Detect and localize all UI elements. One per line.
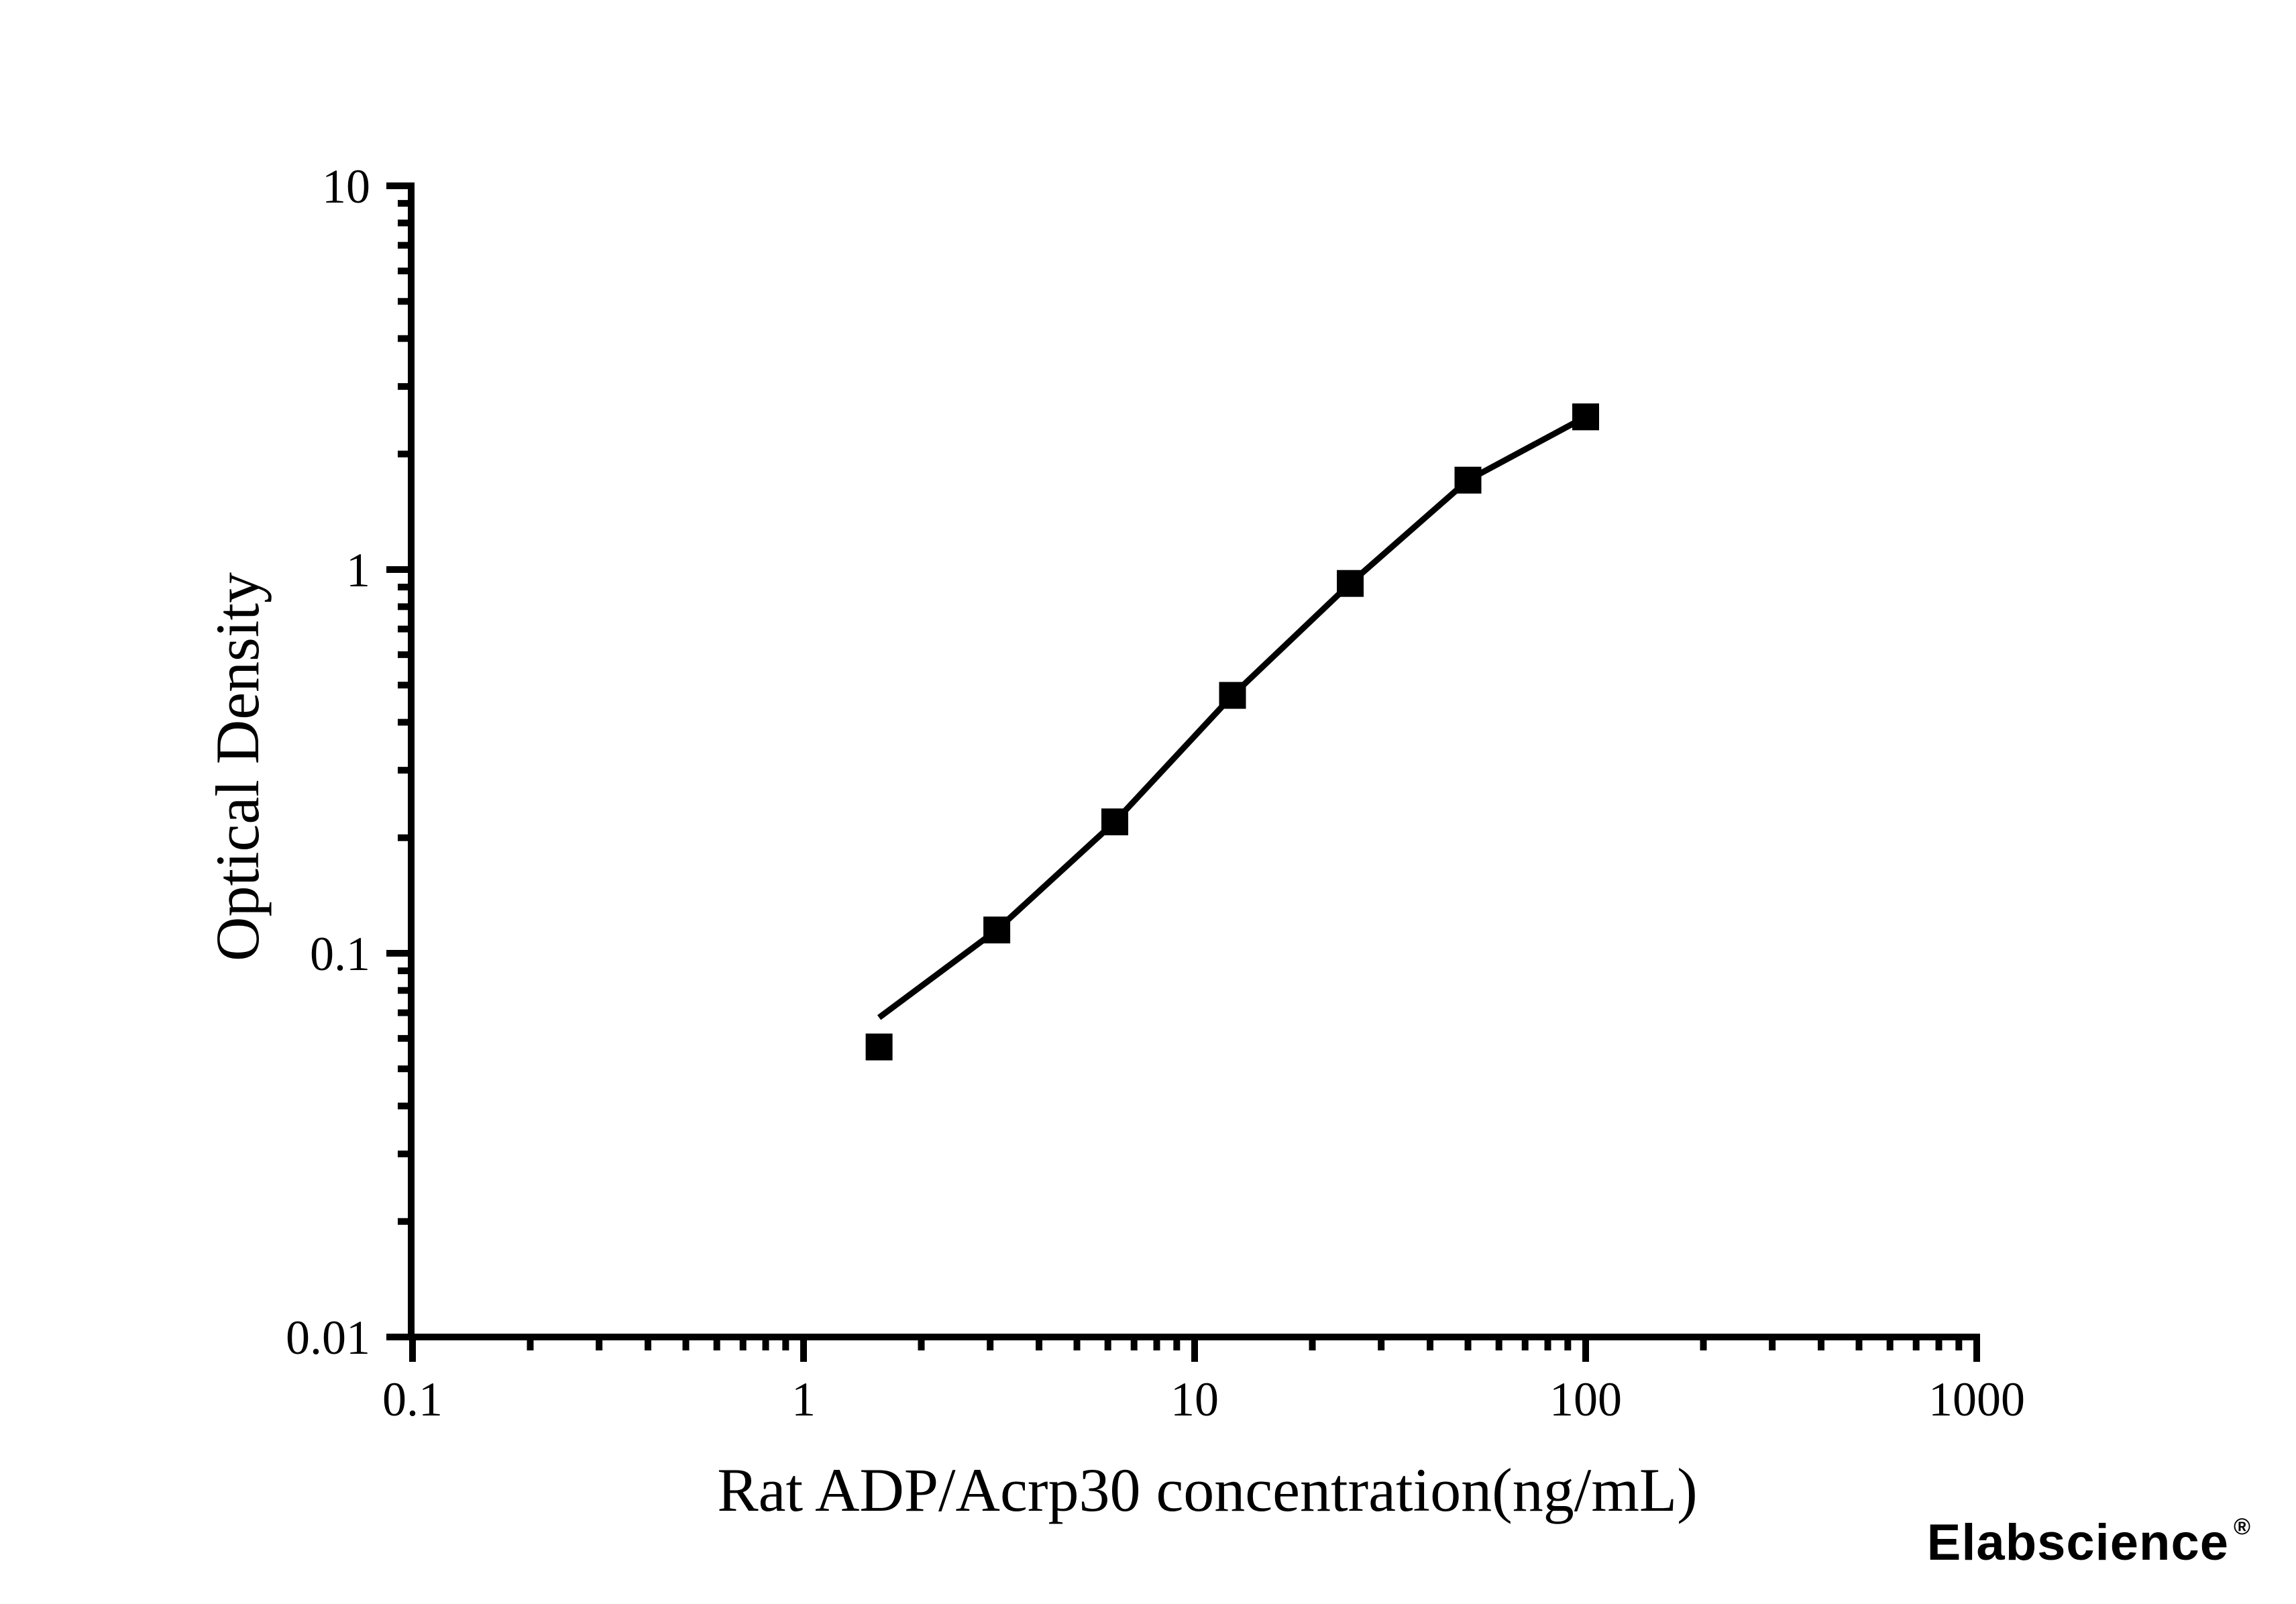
- watermark-registered-icon: ®: [2234, 1514, 2250, 1540]
- data-point-marker: [1454, 466, 1482, 494]
- watermark-text: Elabscience: [1927, 1514, 2229, 1571]
- y-axis-title: Optical Density: [203, 572, 272, 961]
- x-tick-label: 1000: [1928, 1373, 2025, 1426]
- x-tick-label: 100: [1549, 1373, 1622, 1426]
- data-point-markers: [865, 403, 1599, 1061]
- y-tick-label: 1: [346, 543, 370, 597]
- x-tick-label: 10: [1170, 1373, 1219, 1426]
- data-point-marker: [1572, 403, 1599, 431]
- y-axis-tick-labels: 0.01 0.1 1 10: [286, 160, 370, 1365]
- x-axis-ticks: [409, 1337, 1980, 1362]
- y-axis-ticks: [386, 182, 411, 1340]
- data-point-marker: [1219, 682, 1246, 709]
- x-axis-tick-labels: 0.1 1 10 100 1000: [382, 1373, 2025, 1426]
- x-tick-label: 0.1: [382, 1373, 443, 1426]
- x-tick-label: 1: [791, 1373, 816, 1426]
- y-tick-label: 0.1: [310, 927, 370, 981]
- y-tick-label: 10: [322, 160, 370, 213]
- data-point-marker: [983, 916, 1011, 944]
- data-point-marker: [1336, 570, 1364, 597]
- x-axis-title: Rat ADP/Acrp30 concentration(ng/mL): [717, 1456, 1697, 1524]
- data-point-marker: [865, 1033, 893, 1061]
- y-tick-label: 0.01: [286, 1311, 370, 1365]
- data-point-marker: [1101, 808, 1128, 836]
